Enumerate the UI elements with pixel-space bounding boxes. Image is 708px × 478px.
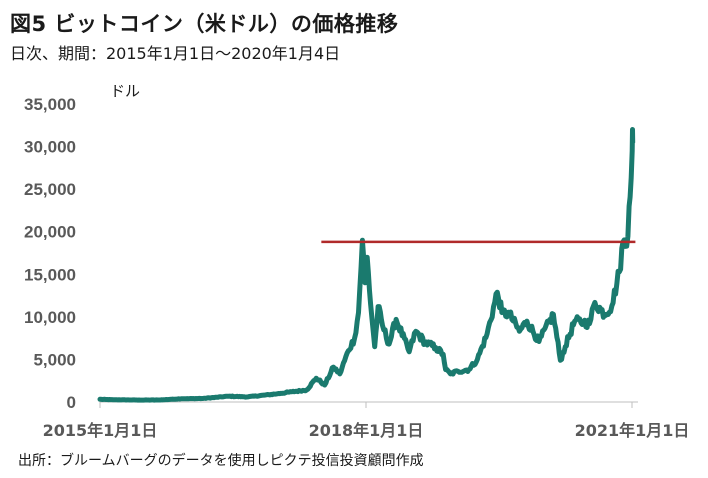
price-series-line <box>97 127 636 403</box>
chart-title: 図5 ビットコイン（米ドル）の価格推移 <box>10 12 399 36</box>
y-axis-unit-label: ドル <box>110 82 141 100</box>
chart-subtitle: 日次、期間：2015年1月1日～2020年1月4日 <box>10 44 341 63</box>
y-tick-label: 35,000 <box>24 95 76 114</box>
y-tick-label: 5,000 <box>33 350 76 369</box>
y-tick-label: 15,000 <box>24 265 76 284</box>
x-tick-label: 2021年1月1日 <box>575 421 690 440</box>
source-note: 出所：ブルームバーグのデータを使用しピクテ投信投資顧問作成 <box>18 453 424 469</box>
y-tick-label: 0 <box>67 393 76 412</box>
x-tick-label: 2015年1月1日 <box>43 421 158 440</box>
y-tick-label: 25,000 <box>24 180 76 199</box>
y-tick-label: 10,000 <box>24 308 76 327</box>
y-tick-label: 20,000 <box>24 223 76 242</box>
y-tick-label: 30,000 <box>24 138 76 157</box>
x-tick-label: 2018年1月1日 <box>309 421 424 440</box>
